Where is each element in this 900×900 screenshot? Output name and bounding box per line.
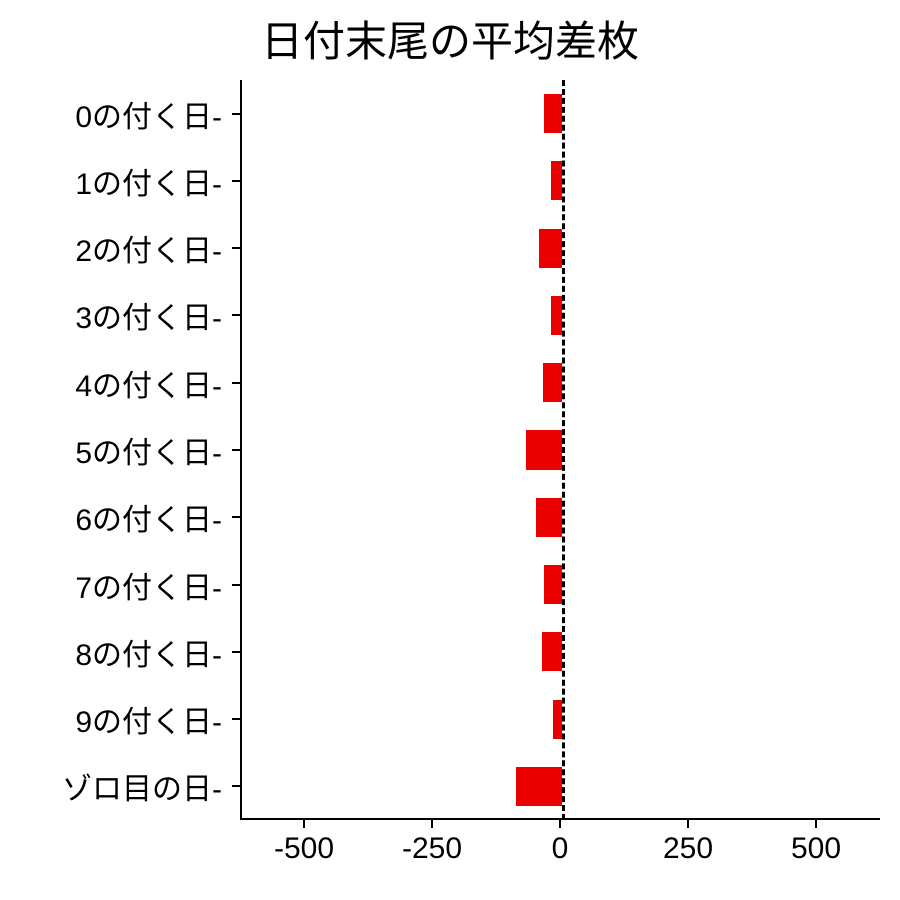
y-axis-label: 6の付く日- bbox=[0, 495, 222, 539]
x-tick-mark bbox=[815, 820, 817, 828]
y-tick-mark bbox=[232, 314, 240, 316]
y-axis-label: 2の付く日- bbox=[0, 226, 222, 270]
y-tick-mark bbox=[232, 651, 240, 653]
y-tick-mark bbox=[232, 449, 240, 451]
x-axis-label: 250 bbox=[663, 832, 713, 866]
zero-reference-line bbox=[562, 80, 565, 820]
plot-area bbox=[240, 80, 880, 820]
bar bbox=[544, 565, 562, 604]
y-tick-mark bbox=[232, 718, 240, 720]
x-axis-label: -500 bbox=[274, 832, 334, 866]
y-axis-label: 9の付く日- bbox=[0, 697, 222, 741]
x-tick-mark bbox=[303, 820, 305, 828]
bar bbox=[542, 632, 562, 671]
y-tick-mark bbox=[232, 180, 240, 182]
x-tick-mark bbox=[687, 820, 689, 828]
y-axis-label: 5の付く日- bbox=[0, 428, 222, 472]
bar bbox=[543, 363, 562, 402]
x-axis-label: 0 bbox=[552, 832, 569, 866]
x-axis-label: -250 bbox=[402, 832, 462, 866]
y-tick-mark bbox=[232, 113, 240, 115]
bar bbox=[526, 430, 562, 469]
bar bbox=[553, 700, 562, 739]
bar bbox=[551, 161, 562, 200]
y-axis-label: 7の付く日- bbox=[0, 563, 222, 607]
bar bbox=[516, 767, 562, 806]
chart-title: 日付末尾の平均差枚 bbox=[0, 8, 900, 69]
y-axis-label: 4の付く日- bbox=[0, 361, 222, 405]
y-axis-label: 0の付く日- bbox=[0, 92, 222, 136]
y-axis-label: ゾロ目の日- bbox=[0, 764, 222, 808]
bar bbox=[544, 94, 562, 133]
bar bbox=[551, 296, 562, 335]
y-axis-label: 1の付く日- bbox=[0, 159, 222, 203]
x-tick-mark bbox=[431, 820, 433, 828]
y-axis-label: 3の付く日- bbox=[0, 293, 222, 337]
y-tick-mark bbox=[232, 785, 240, 787]
x-tick-mark bbox=[559, 820, 561, 828]
bar bbox=[539, 229, 562, 268]
y-axis-label: 8の付く日- bbox=[0, 630, 222, 674]
y-tick-mark bbox=[232, 382, 240, 384]
y-tick-mark bbox=[232, 584, 240, 586]
x-axis-label: 500 bbox=[791, 832, 841, 866]
y-tick-mark bbox=[232, 247, 240, 249]
bar bbox=[536, 498, 562, 537]
y-tick-mark bbox=[232, 516, 240, 518]
